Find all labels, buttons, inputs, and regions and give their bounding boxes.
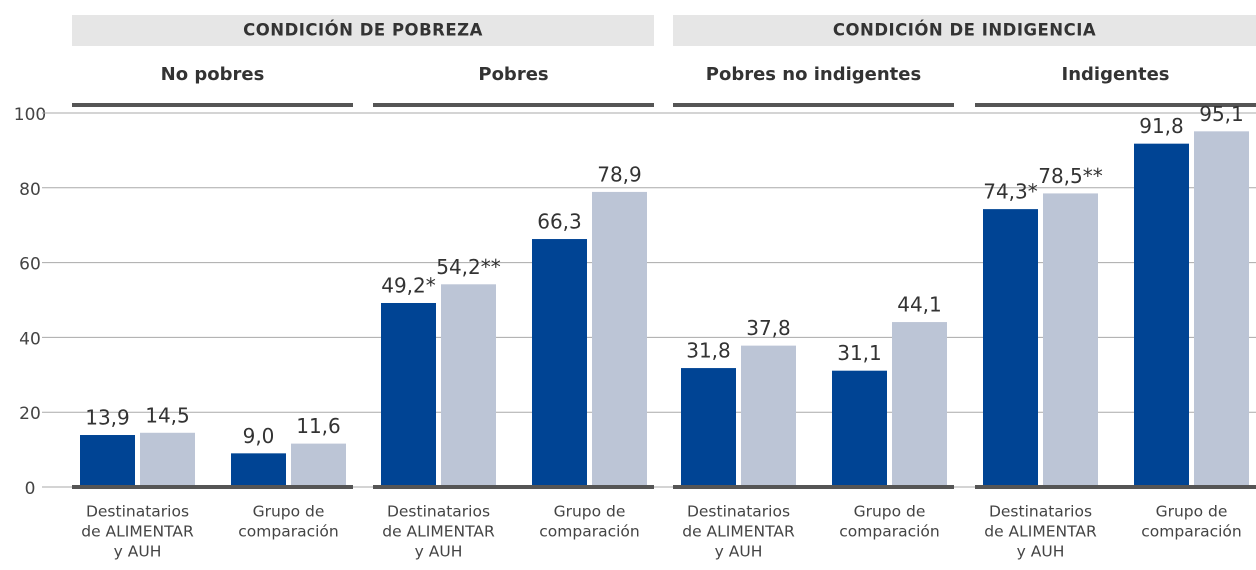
x-tick-label: comparación (839, 523, 939, 541)
bar (381, 302, 436, 487)
value-label: 78,9 (597, 162, 642, 186)
panel-title: Pobres (478, 64, 548, 85)
y-tick-label: 80 (19, 180, 41, 200)
value-label: 9,0 (243, 424, 275, 448)
axis-line (975, 485, 1256, 489)
x-tick-label: Destinatarios (687, 503, 790, 521)
x-tick-label: Destinatarios (86, 503, 189, 521)
bar (741, 345, 796, 487)
panel-rule (673, 103, 954, 107)
panel-rule (72, 103, 353, 107)
panel-rule (373, 103, 654, 107)
y-tick-label: 20 (19, 404, 41, 424)
panel-title: No pobres (161, 64, 265, 85)
value-label: 74,3* (983, 180, 1038, 204)
x-tick-label: y AUH (715, 543, 763, 561)
x-tick-label: de ALIMENTAR (382, 523, 495, 541)
y-tick-label: 60 (19, 255, 41, 275)
bar (441, 284, 496, 487)
value-label: 31,1 (837, 341, 882, 365)
bar (532, 239, 587, 487)
axis-line (72, 485, 353, 489)
y-tick-label: 100 (14, 105, 46, 125)
bar (1194, 131, 1249, 488)
header-band (72, 15, 654, 46)
x-tick-label: y AUH (114, 543, 162, 561)
value-label: 44,1 (897, 293, 942, 317)
x-tick-label: de ALIMENTAR (81, 523, 194, 541)
bar (140, 432, 195, 487)
x-tick-label: Grupo de (854, 503, 926, 521)
bar (983, 209, 1038, 488)
x-tick-label: y AUH (1017, 543, 1065, 561)
value-label: 95,1 (1199, 102, 1244, 126)
axis-line (373, 485, 654, 489)
x-tick-label: Destinatarios (387, 503, 490, 521)
value-label: 66,3 (537, 210, 582, 234)
x-tick-label: comparación (1141, 523, 1241, 541)
value-label: 91,8 (1139, 114, 1184, 138)
value-label: 54,2** (436, 255, 501, 279)
y-tick-label: 0 (25, 479, 36, 499)
x-tick-label: Grupo de (253, 503, 325, 521)
value-label: 78,5** (1038, 164, 1103, 188)
x-tick-label: Grupo de (554, 503, 626, 521)
bar (1043, 193, 1098, 487)
bar (80, 435, 135, 487)
value-label: 37,8 (746, 316, 791, 340)
header-title: CONDICIÓN DE POBREZA (243, 21, 483, 40)
value-label: 49,2* (381, 273, 436, 297)
y-tick-label: 40 (19, 329, 41, 349)
x-tick-label: Destinatarios (989, 503, 1092, 521)
axis-line (673, 485, 954, 489)
value-label: 11,6 (296, 414, 341, 438)
value-label: 31,8 (686, 339, 731, 363)
bar (1134, 143, 1189, 487)
panel-title: Pobres no indigentes (706, 64, 921, 85)
x-tick-label: Grupo de (1156, 503, 1228, 521)
bar (231, 453, 286, 487)
x-tick-label: comparación (539, 523, 639, 541)
header-band (673, 15, 1256, 46)
header-title: CONDICIÓN DE INDIGENCIA (833, 21, 1096, 40)
bar (681, 368, 736, 487)
x-tick-label: comparación (238, 523, 338, 541)
bar (892, 322, 947, 487)
bar (832, 370, 887, 487)
value-label: 14,5 (145, 403, 190, 427)
x-tick-label: de ALIMENTAR (984, 523, 1097, 541)
value-label: 13,9 (85, 406, 130, 430)
x-tick-label: de ALIMENTAR (682, 523, 795, 541)
panel-title: Indigentes (1062, 64, 1170, 85)
x-tick-label: y AUH (415, 543, 463, 561)
bar (592, 191, 647, 487)
bar (291, 443, 346, 487)
panel-rule (975, 103, 1256, 107)
